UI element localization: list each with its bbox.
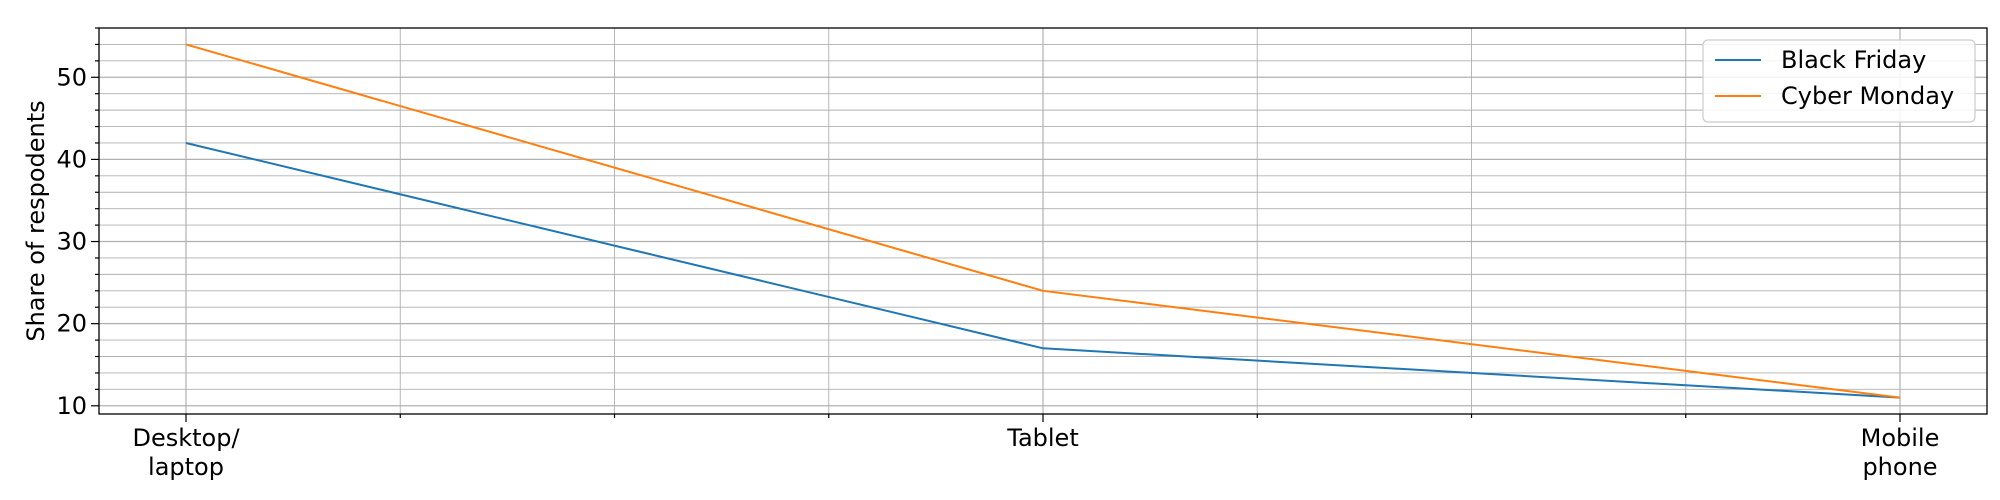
series-line-cyber-monday — [185, 43, 1901, 399]
x-tick-label: Mobile phone — [1861, 424, 1940, 481]
series-lines — [185, 43, 1901, 399]
legend-label: Black Friday — [1781, 46, 1926, 74]
plot-frame — [98, 27, 1988, 415]
y-axis-label: Share of respodents — [22, 100, 50, 341]
y-tick-label: 30 — [56, 228, 87, 256]
y-tick-label: 50 — [56, 63, 87, 91]
x-tick-label: Tablet — [1006, 424, 1078, 452]
y-tick-label: 40 — [56, 145, 87, 173]
tick-labels: 10 20 30 40 50 Desktop/laptop Tablet Mobile phon… — [56, 63, 1939, 481]
y-tick-label: 10 — [56, 392, 87, 420]
grid-lines — [99, 27, 1987, 414]
legend-label: Cyber Monday — [1781, 82, 1954, 110]
axes — [91, 27, 1988, 422]
legend-box — [1702, 39, 1976, 123]
series-line-black-friday — [185, 142, 1901, 399]
x-tick-label: Desktop/laptop — [132, 424, 240, 481]
y-tick-label: 20 — [56, 310, 87, 338]
legend: Black Friday Cyber Monday — [1702, 39, 1976, 123]
